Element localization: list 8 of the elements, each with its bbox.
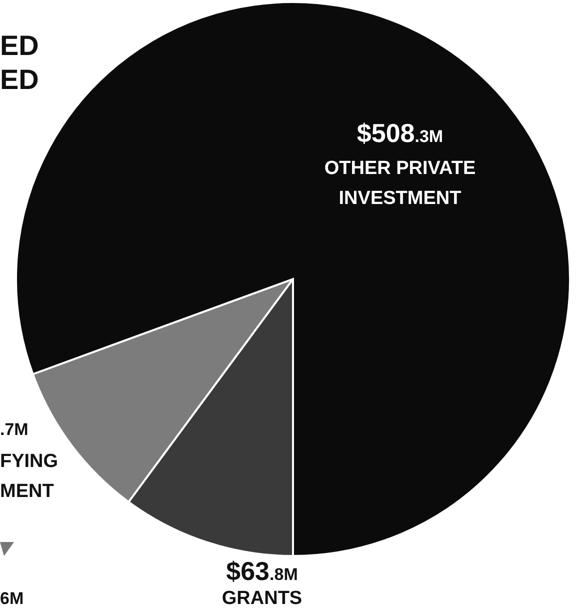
text: ED ED — [0, 30, 39, 95]
slice-label: GRANTS — [222, 588, 302, 609]
text: .7M — [0, 420, 28, 439]
data-label: $508.3M — [356, 118, 444, 148]
text: 6M — [0, 589, 24, 608]
slice-label: OTHER PRIVATE INVESTMENT — [324, 158, 476, 209]
slice-label: FYING MENT — [0, 451, 58, 502]
data-label: $63.8M — [226, 556, 298, 586]
